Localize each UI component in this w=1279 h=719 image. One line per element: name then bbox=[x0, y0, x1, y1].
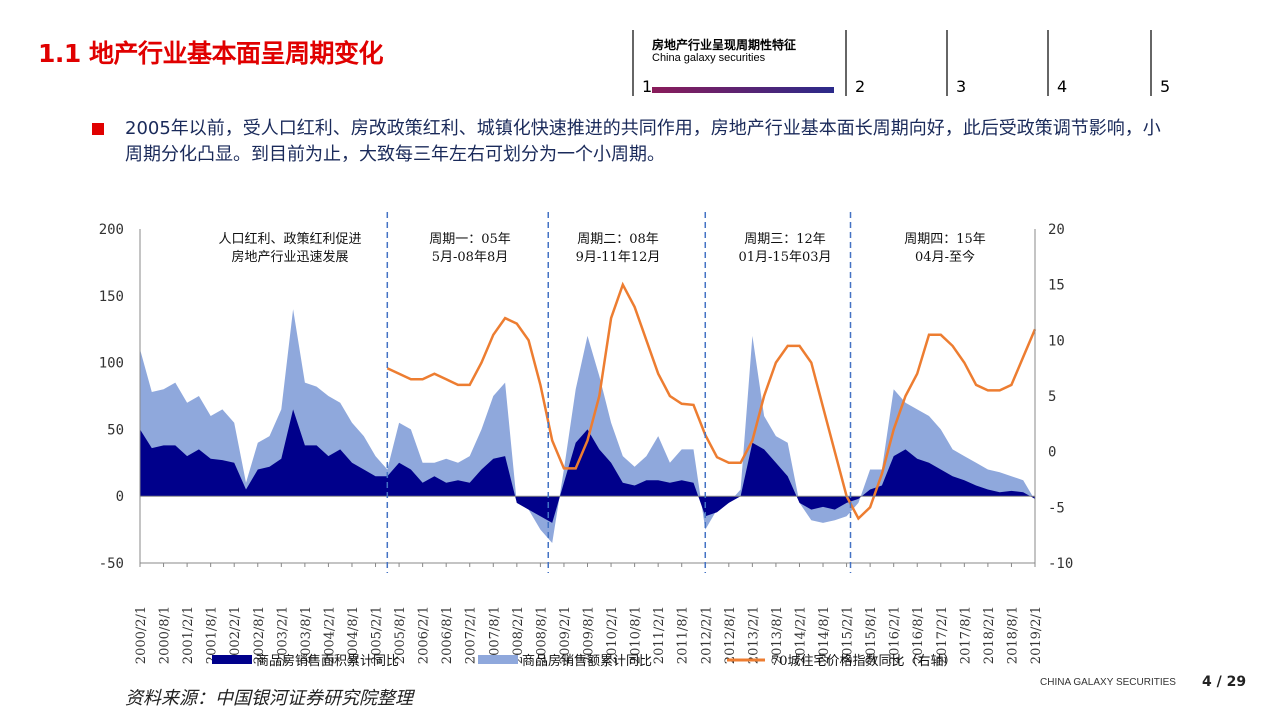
page-title: 1.1 地产行业基本面呈周期变化 bbox=[38, 39, 384, 68]
nav-item-5[interactable]: 5 bbox=[1150, 30, 1212, 96]
period-annotation: 房地产行业迅速发展 bbox=[231, 249, 348, 265]
x-tick-label: 2007/2/1 bbox=[464, 606, 479, 664]
x-tick-label: 2013/8/1 bbox=[770, 606, 785, 664]
x-tick-label: 2001/8/1 bbox=[205, 606, 220, 664]
x-tick-label: 2002/2/1 bbox=[228, 606, 243, 664]
x-tick-label: 2009/2/1 bbox=[558, 606, 573, 664]
nav-section-title: 房地产行业呈现周期性特征 bbox=[652, 38, 797, 52]
x-tick-label: 2005/8/1 bbox=[393, 606, 408, 664]
nav-number: 5 bbox=[1160, 77, 1171, 96]
x-tick-label: 2003/2/1 bbox=[275, 606, 290, 664]
x-tick-label: 2008/2/1 bbox=[511, 606, 526, 664]
line-series-2 bbox=[386, 281, 1037, 521]
period-annotation: 9月-11年12月 bbox=[576, 250, 661, 265]
x-tick-label: 2009/8/1 bbox=[582, 606, 597, 664]
period-annotation: 周期一：05年 bbox=[429, 232, 511, 247]
x-tick-label: 2006/8/1 bbox=[440, 606, 455, 664]
area-series-1 bbox=[140, 409, 1035, 523]
x-tick-label: 2004/8/1 bbox=[346, 606, 361, 664]
x-tick-label: 2015/2/1 bbox=[841, 606, 856, 664]
x-tick-label: 2011/2/1 bbox=[652, 606, 667, 664]
right-tick-label: 0 bbox=[1048, 445, 1056, 461]
nav-number: 2 bbox=[855, 77, 866, 96]
left-tick-label: 0 bbox=[116, 489, 124, 505]
period-annotation: 周期二：08年 bbox=[577, 232, 659, 247]
right-tick-label: 10 bbox=[1048, 333, 1065, 349]
period-annotation: 人口红利、政策红利促进 bbox=[218, 231, 361, 247]
x-tick-label: 2016/2/1 bbox=[888, 606, 903, 664]
nav-section-subtitle: China galaxy securities bbox=[652, 52, 766, 64]
x-tick-label: 2010/8/1 bbox=[629, 606, 644, 664]
nav-number: 3 bbox=[956, 77, 967, 96]
x-tick-label: 2003/8/1 bbox=[299, 606, 314, 664]
left-tick-label: 200 bbox=[99, 222, 124, 238]
x-tick-label: 2018/2/1 bbox=[982, 606, 997, 664]
x-tick-label: 2000/2/1 bbox=[134, 606, 149, 664]
footer-brand: CHINA GALAXY SECURITIES bbox=[1040, 677, 1176, 688]
x-tick-label: 2019/2/1 bbox=[1029, 606, 1044, 664]
x-tick-label: 2015/8/1 bbox=[864, 606, 879, 664]
page-number: 4 / 29 bbox=[1202, 674, 1247, 690]
period-annotation: 周期四：15年 bbox=[904, 232, 986, 247]
nav-item-3[interactable]: 3 bbox=[946, 30, 1048, 96]
x-tick-label: 2006/2/1 bbox=[417, 606, 432, 664]
source-note: 资料来源：中国银河证券研究院整理 bbox=[125, 688, 413, 709]
period-annotation: 5月-08年8月 bbox=[432, 250, 508, 265]
nav-item-1[interactable]: 1 bbox=[632, 30, 834, 96]
nav-active-bar bbox=[652, 87, 834, 93]
area-series-0 bbox=[140, 309, 1035, 543]
bullet-text: 2005年以前，受人口红利、房改政策红利、城镇化快速推进的共同作用，房地产行业基… bbox=[125, 118, 1161, 165]
nav-item-4[interactable]: 4 bbox=[1047, 30, 1149, 96]
x-tick-label: 2017/2/1 bbox=[935, 606, 950, 664]
x-tick-label: 2012/8/1 bbox=[723, 606, 738, 664]
legend-label: 商品房销售额累计同比 bbox=[522, 653, 652, 669]
nav-number: 4 bbox=[1057, 77, 1068, 96]
x-tick-label: 2004/2/1 bbox=[322, 606, 337, 664]
x-tick-label: 2014/2/1 bbox=[793, 606, 808, 664]
legend-swatch bbox=[478, 655, 518, 664]
x-tick-label: 2012/2/1 bbox=[699, 606, 714, 664]
x-tick-label: 2013/2/1 bbox=[746, 606, 761, 664]
legend-label: 70城住宅价格指数同比（右轴） bbox=[771, 653, 957, 669]
x-tick-label: 2007/8/1 bbox=[487, 606, 502, 664]
x-tick-label: 2018/8/1 bbox=[1005, 606, 1020, 664]
x-tick-label: 2008/8/1 bbox=[534, 606, 549, 664]
period-annotation: 周期三：12年 bbox=[744, 232, 826, 247]
nav-item-2[interactable]: 2 bbox=[845, 30, 947, 96]
legend-swatch bbox=[212, 655, 252, 664]
x-tick-label: 2005/2/1 bbox=[370, 606, 385, 664]
left-tick-label: 100 bbox=[99, 356, 124, 372]
right-tick-label: 15 bbox=[1048, 278, 1065, 294]
right-tick-label: -5 bbox=[1048, 500, 1065, 516]
x-tick-label: 2016/8/1 bbox=[911, 606, 926, 664]
bullet-icon bbox=[92, 123, 104, 135]
left-tick-label: 50 bbox=[107, 422, 124, 438]
x-tick-label: 2001/2/1 bbox=[181, 606, 196, 664]
x-tick-label: 2000/8/1 bbox=[158, 606, 173, 664]
nav-number: 1 bbox=[642, 77, 653, 96]
x-tick-label: 2017/8/1 bbox=[958, 606, 973, 664]
right-tick-label: 20 bbox=[1048, 222, 1065, 238]
period-annotation: 04月-至今 bbox=[915, 249, 975, 265]
right-tick-label: -10 bbox=[1048, 556, 1073, 572]
x-tick-label: 2002/8/1 bbox=[252, 606, 267, 664]
left-tick-label: 150 bbox=[99, 289, 124, 305]
legend-label: 商品房销售面积累计同比 bbox=[256, 653, 399, 669]
x-tick-label: 2014/8/1 bbox=[817, 606, 832, 664]
right-tick-label: 5 bbox=[1048, 389, 1056, 405]
left-tick-label: -50 bbox=[99, 556, 124, 572]
x-tick-label: 2010/2/1 bbox=[605, 606, 620, 664]
x-tick-label: 2011/8/1 bbox=[676, 606, 691, 664]
period-annotation: 01月-15年03月 bbox=[738, 250, 831, 265]
